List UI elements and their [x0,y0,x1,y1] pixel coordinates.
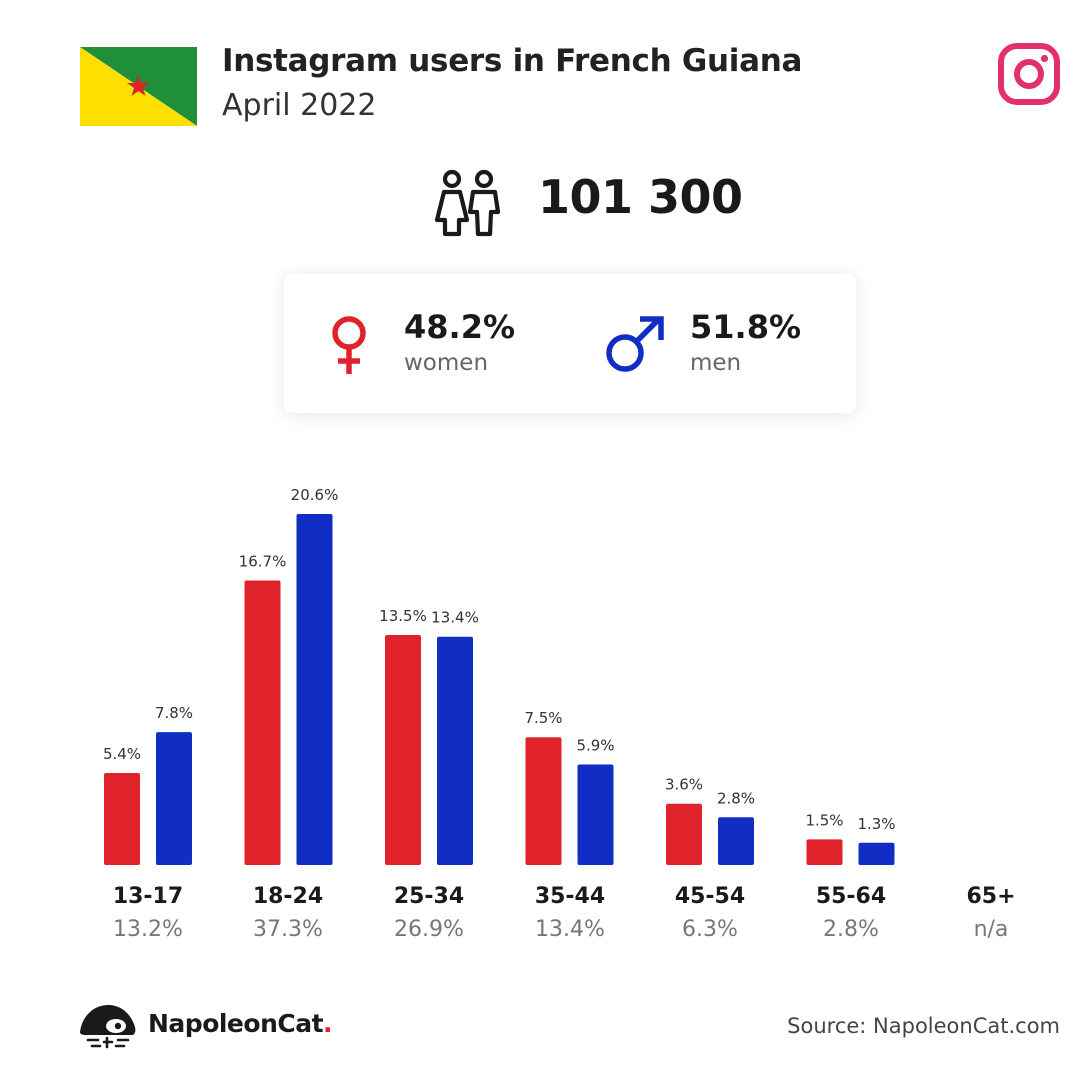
female-symbol-icon [332,316,366,374]
men-bar [718,817,754,865]
women-bar-value-label: 5.4% [103,745,141,763]
age-group-label: 35-44 [534,884,606,909]
men-bar-value-label: 13.4% [431,609,479,627]
women-bar [525,737,562,865]
gender-split-card [284,274,856,413]
men-bar [296,514,333,865]
age-group-share: 6.3% [682,917,738,942]
age-group-label: 45-54 [674,884,746,909]
logo-dot: . [323,1009,333,1038]
male-symbol-icon [606,316,664,372]
age-group-label: 25-34 [393,884,465,909]
age-group-share: n/a [973,917,1009,942]
women-percentage: 48.2% [404,308,516,346]
men-bar [437,636,473,865]
chart-title: Instagram users in French Guiana [222,43,803,79]
men-percentage: 51.8% [690,308,802,346]
women-label: women [404,350,489,376]
chart-subtitle: April 2022 [222,88,377,123]
age-group-share: 2.8% [823,917,879,942]
women-bar-value-label: 1.5% [805,811,843,829]
men-label: men [690,350,742,376]
men-bar [156,732,192,865]
women-bar [244,580,281,865]
men-bar-value-label: 20.6% [291,486,339,504]
napoleoncat-logo-text: NapoleonCat. [148,1009,333,1038]
women-bar-value-label: 13.5% [379,607,427,625]
age-group-label: 65+ [966,884,1016,909]
napoleoncat-icon [80,1004,136,1049]
men-bar-value-label: 2.8% [717,789,755,807]
age-group-share: 13.4% [535,917,605,942]
age-group-share: 26.9% [394,917,464,942]
age-group-label: 18-24 [252,884,324,909]
men-bar [858,842,895,865]
women-bar [385,635,421,865]
women-bar [666,803,702,865]
french-guiana-flag [80,47,197,126]
women-bar [104,773,140,865]
age-group-label: 55-64 [815,884,887,909]
women-bar-value-label: 16.7% [239,553,287,571]
age-group-share: 13.2% [113,917,183,942]
instagram-icon [998,43,1060,105]
age-group-share: 37.3% [253,917,323,942]
women-bar-value-label: 3.6% [665,776,703,794]
women-bar-value-label: 7.5% [524,709,562,727]
women-bar [806,839,843,865]
logo-name: NapoleonCat [148,1009,324,1038]
men-bar [577,764,614,865]
men-bar-value-label: 5.9% [576,737,614,755]
people-icon [434,169,501,237]
men-bar-value-label: 7.8% [155,704,193,722]
total-users-value: 101 300 [538,170,743,224]
age-group-label: 13-17 [112,884,184,909]
flag-star-icon [127,75,150,96]
source-text: Source: NapoleonCat.com [787,1014,1060,1038]
men-bar-value-label: 1.3% [857,815,895,833]
